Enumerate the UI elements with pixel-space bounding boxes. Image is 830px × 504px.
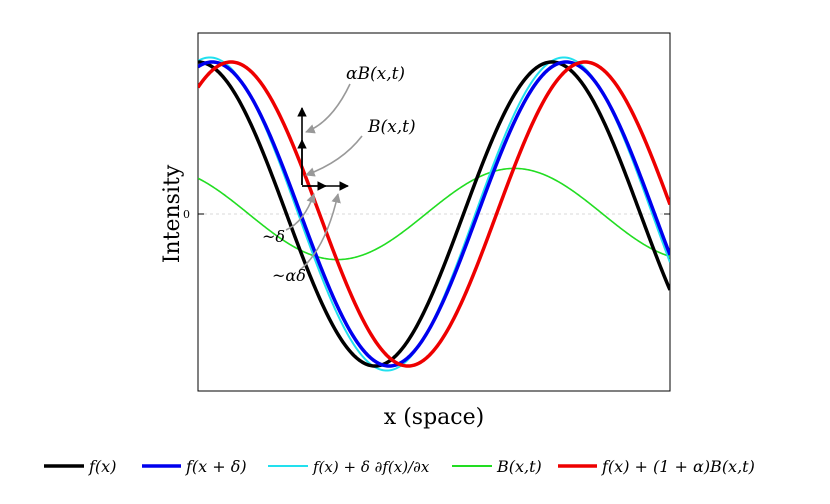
annotation-arrows [285, 83, 363, 271]
annotation-alpha-b: αB(x,t) [346, 64, 405, 84]
b-leader-arrow [305, 135, 363, 177]
series-line-4 [198, 60, 670, 368]
legend-label-f: f(x) [88, 457, 116, 476]
annotation-b: B(x,t) [367, 117, 416, 137]
alpha-b-leader-arrow [305, 83, 351, 134]
legend-label-taylor: f(x) + δ ∂f(x)/∂x [312, 458, 430, 476]
series-line-1 [198, 60, 670, 368]
series-lines [198, 56, 670, 372]
legend: f(x) f(x + δ) f(x) + δ ∂f(x)/∂x B(x,t) f… [44, 457, 755, 476]
legend-label-amplified: f(x) + (1 + α)B(x,t) [601, 457, 755, 476]
alpha-delta-leader-arrow [299, 193, 341, 271]
series-line-3 [198, 167, 670, 261]
legend-label-b: B(x,t) [496, 457, 542, 476]
y-tick-label: 0 [183, 208, 190, 221]
plot-area [197, 32, 671, 392]
series-line-0 [198, 60, 670, 368]
annotation-delta: ~δ [262, 227, 285, 246]
delta-leader-arrow [285, 193, 316, 231]
legend-label-f-shift: f(x + δ) [185, 457, 247, 476]
y-axis-label: Intensity [160, 164, 185, 263]
annotation-alpha-delta: ~αδ [272, 266, 306, 285]
x-axis-label: x (space) [384, 405, 484, 430]
